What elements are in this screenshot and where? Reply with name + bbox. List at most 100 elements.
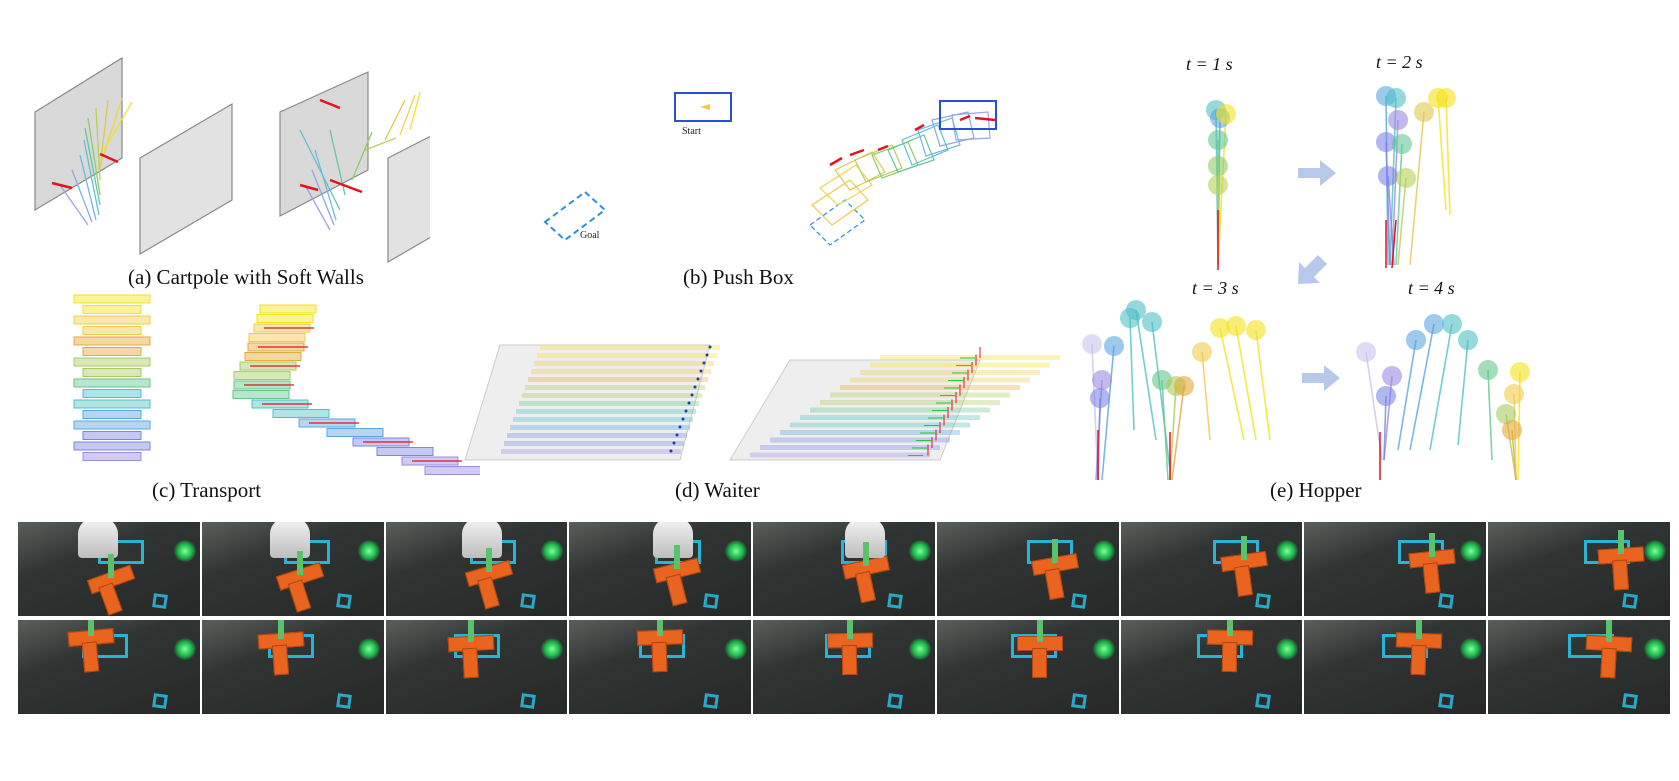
hopper-leg — [1409, 323, 1435, 451]
panel-cartpole: (a) Cartpole with Soft Walls — [0, 0, 430, 300]
robot-finger — [88, 620, 94, 636]
robot-finger — [108, 554, 114, 578]
hopper-leg — [1169, 385, 1177, 481]
goal-marker — [335, 693, 352, 709]
tray-pose — [760, 445, 940, 450]
object-point — [669, 449, 673, 453]
hopper-body — [1442, 314, 1462, 334]
hopper-figure — [1082, 86, 1530, 481]
hopper-body — [1392, 134, 1412, 154]
tray-pose — [528, 377, 708, 382]
tray-pose — [513, 417, 693, 422]
robot-photo — [1304, 522, 1489, 616]
t-block-stem — [841, 644, 858, 676]
flow-arrow-right — [1298, 160, 1336, 186]
transport-plate — [82, 326, 142, 335]
object-point — [681, 417, 685, 421]
hopper-body — [1496, 404, 1516, 424]
t-block-stem — [651, 641, 668, 673]
robot-finger — [674, 545, 681, 569]
hopper-body — [1090, 388, 1110, 408]
hopper-leg — [1437, 97, 1447, 211]
tray-pose — [501, 449, 681, 454]
hopper-leg — [1201, 351, 1211, 441]
t-block-stem — [1410, 644, 1427, 676]
tray-pose — [534, 361, 714, 366]
object-point — [684, 409, 688, 413]
hopper-leg — [1151, 321, 1171, 471]
transport-caption: (c) Transport — [152, 478, 262, 502]
panel-waiter: (d) Waiter — [460, 330, 1080, 510]
hopper-body — [1478, 360, 1498, 380]
hopper-body — [1082, 334, 1102, 354]
transport-plate — [233, 371, 291, 380]
robot-arm — [269, 522, 310, 558]
tray-pose — [537, 353, 717, 358]
photo-floor — [936, 522, 1119, 616]
tray-pose — [519, 401, 699, 406]
hopper-body — [1406, 330, 1426, 350]
object-point — [696, 377, 700, 381]
green-light — [1644, 540, 1667, 562]
hopper-body — [1424, 314, 1444, 334]
robot-photo — [1488, 620, 1673, 714]
hopper-body — [1246, 320, 1266, 340]
t-block-stem — [1031, 648, 1047, 678]
transport-plate — [256, 314, 314, 323]
hopper-body — [1216, 104, 1236, 124]
hopper-leg — [1161, 379, 1169, 481]
object-point — [708, 345, 712, 349]
robot-finger — [296, 551, 303, 575]
hopper-leg — [1429, 323, 1453, 451]
green-light — [541, 638, 564, 660]
hopper-body — [1386, 88, 1406, 108]
force-arrow — [329, 178, 363, 194]
hopper-body — [1208, 130, 1228, 150]
object-point — [675, 433, 679, 437]
robot-photo — [1120, 620, 1305, 714]
hopper-leg — [1135, 309, 1157, 441]
hopper-body — [1226, 316, 1246, 336]
robot-photo — [569, 620, 754, 714]
green-light — [908, 638, 931, 660]
hopper-leg — [1397, 177, 1407, 266]
object-point — [693, 385, 697, 389]
waiter-table — [464, 344, 711, 461]
hopper-leg — [1409, 111, 1425, 266]
hopper-body — [1458, 330, 1478, 350]
green-light — [725, 638, 748, 660]
hopper-leg — [1219, 327, 1245, 441]
goal-marker — [1254, 593, 1271, 609]
force-arrow — [1391, 219, 1397, 269]
transport-plate — [73, 420, 151, 430]
transport-plate — [248, 333, 306, 342]
hopper-body — [1414, 102, 1434, 122]
hopper-body — [1376, 386, 1396, 406]
transport-plate — [73, 357, 151, 367]
transport-plate — [232, 390, 290, 399]
hopper-leg — [1457, 339, 1469, 446]
hopper-body — [1376, 132, 1396, 152]
object-point — [678, 425, 682, 429]
transport-plate — [82, 452, 142, 461]
robot-arm — [653, 522, 694, 558]
hopper-body — [1436, 88, 1456, 108]
hopper-leg — [1395, 143, 1403, 266]
hopper-leg — [1129, 317, 1135, 431]
hopper-body — [1192, 342, 1212, 362]
hopper-body — [1208, 156, 1228, 176]
object-point — [705, 353, 709, 357]
force-arrow — [51, 181, 73, 190]
hopper-body — [1378, 166, 1398, 186]
robot-finger — [1036, 620, 1043, 642]
robot-photo — [753, 522, 937, 616]
final-box — [939, 100, 997, 130]
soft-wall — [279, 71, 369, 217]
hopper-body — [1504, 384, 1524, 404]
force-arrow — [319, 98, 341, 110]
tray-pose — [540, 345, 720, 350]
force-arrow — [299, 183, 319, 192]
tray-pose — [830, 392, 1010, 398]
hopper-body — [1126, 300, 1146, 320]
photo-row-1 — [18, 522, 1673, 616]
